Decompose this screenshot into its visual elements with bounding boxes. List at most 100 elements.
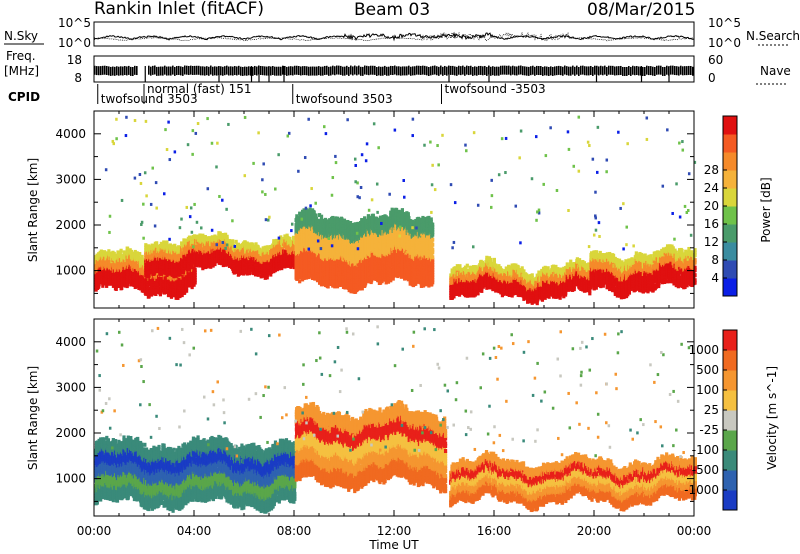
freq-sample bbox=[196, 66, 198, 75]
freq-sample bbox=[506, 66, 508, 75]
noise-sky-label: N.Sky bbox=[4, 29, 38, 43]
freq-sample bbox=[334, 66, 336, 75]
freq-sample bbox=[460, 66, 462, 75]
freq-sample bbox=[280, 67, 282, 76]
freq-sample bbox=[386, 67, 388, 76]
freq-sample bbox=[378, 66, 380, 75]
freq-sample bbox=[150, 67, 152, 76]
freq-sample bbox=[416, 66, 418, 75]
freq-sample bbox=[574, 67, 576, 76]
freq-sample bbox=[580, 66, 582, 75]
noise-panel: N.Sky N.Search 10^5 10^0 10^5 10^0 bbox=[4, 16, 800, 50]
freq-sample bbox=[288, 66, 290, 75]
nave-label: Nave bbox=[760, 64, 791, 78]
cpid-label: CPID bbox=[8, 90, 40, 104]
freq-sample bbox=[338, 66, 340, 75]
heatmap-cell bbox=[320, 215, 323, 219]
freq-sample bbox=[222, 67, 224, 76]
freq-sample bbox=[180, 66, 182, 75]
freq-sample bbox=[100, 66, 102, 75]
freq-sample bbox=[462, 66, 464, 75]
freq-sample bbox=[592, 67, 594, 76]
freq-sample bbox=[604, 66, 606, 75]
freq-sample bbox=[534, 67, 536, 76]
freq-sample bbox=[358, 66, 360, 75]
freq-sample bbox=[176, 66, 178, 75]
freq-sample bbox=[350, 66, 352, 75]
freq-sample bbox=[632, 66, 634, 75]
freq-sample bbox=[110, 67, 112, 76]
freq-sample bbox=[224, 66, 226, 75]
freq-sample bbox=[558, 66, 560, 75]
freq-sample bbox=[676, 66, 678, 75]
freq-sample bbox=[500, 66, 502, 75]
freq-sample bbox=[570, 67, 572, 76]
freq-sample bbox=[122, 67, 124, 76]
freq-sample bbox=[538, 66, 540, 75]
freq-sample bbox=[622, 67, 624, 76]
freq-sample bbox=[562, 67, 564, 76]
freq-sample bbox=[362, 67, 364, 76]
power-panel: 1000200030004000 Slant Range [km] 481216… bbox=[26, 111, 773, 308]
freq-sample bbox=[154, 66, 156, 75]
freq-sample bbox=[470, 66, 472, 75]
heatmap-cell bbox=[298, 279, 301, 283]
freq-sample bbox=[160, 67, 162, 76]
freq-sample bbox=[468, 66, 470, 75]
freq-sample bbox=[232, 67, 234, 76]
freq-sample bbox=[610, 66, 612, 75]
cpid-segments: twofsound 3503normal (fast) 151twofsound… bbox=[98, 82, 546, 106]
freq-sample bbox=[108, 66, 110, 75]
freq-sample bbox=[294, 66, 296, 75]
freq-sample bbox=[398, 66, 400, 75]
freq-sample bbox=[304, 66, 306, 75]
freq-sample bbox=[204, 67, 206, 76]
freq-sample bbox=[502, 66, 504, 75]
freq-sample bbox=[374, 66, 376, 75]
date-title: 08/Mar/2015 bbox=[587, 0, 695, 20]
freq-sample bbox=[246, 67, 248, 76]
freq-sample bbox=[236, 66, 238, 75]
freq-sample bbox=[158, 67, 160, 76]
freq-sample bbox=[356, 66, 358, 75]
freq-sample bbox=[630, 67, 632, 76]
freq-sample bbox=[342, 67, 344, 76]
freq-sample bbox=[586, 66, 588, 75]
freq-sample bbox=[402, 66, 404, 75]
freq-sample bbox=[466, 66, 468, 75]
freq-sample bbox=[312, 67, 314, 76]
freq-sample bbox=[306, 66, 308, 75]
freq-sample bbox=[316, 67, 318, 76]
freq-sample bbox=[394, 66, 396, 75]
freq-sample bbox=[626, 67, 628, 76]
freq-sample bbox=[658, 66, 660, 75]
freq-sample bbox=[514, 66, 516, 75]
freq-sample bbox=[692, 67, 694, 76]
freq-sample bbox=[326, 66, 328, 75]
freq-sample bbox=[240, 67, 242, 76]
freq-sample bbox=[520, 66, 522, 75]
freq-sample bbox=[276, 67, 278, 76]
freq-sample bbox=[318, 66, 320, 75]
freq-sample bbox=[390, 66, 392, 75]
freq-sample bbox=[422, 66, 424, 75]
freq-sample bbox=[210, 66, 212, 75]
freq-sample bbox=[228, 67, 230, 76]
freq-sample bbox=[638, 66, 640, 75]
freq-sample bbox=[134, 66, 136, 75]
freq-sample bbox=[368, 66, 370, 75]
freq-sample bbox=[200, 66, 202, 75]
freq-sample bbox=[602, 66, 604, 75]
freq-sample bbox=[182, 67, 184, 76]
freq-sample bbox=[186, 66, 188, 75]
freq-sample bbox=[206, 66, 208, 75]
freq-sample bbox=[420, 66, 422, 75]
freq-sample bbox=[568, 67, 570, 76]
freq-sample bbox=[214, 66, 216, 75]
freq-sample bbox=[406, 66, 408, 75]
power-heatmap bbox=[95, 116, 697, 306]
freq-sample bbox=[156, 67, 158, 76]
freq-sample bbox=[382, 67, 384, 76]
heatmap-cell bbox=[155, 241, 158, 245]
freq-sample bbox=[518, 66, 520, 75]
